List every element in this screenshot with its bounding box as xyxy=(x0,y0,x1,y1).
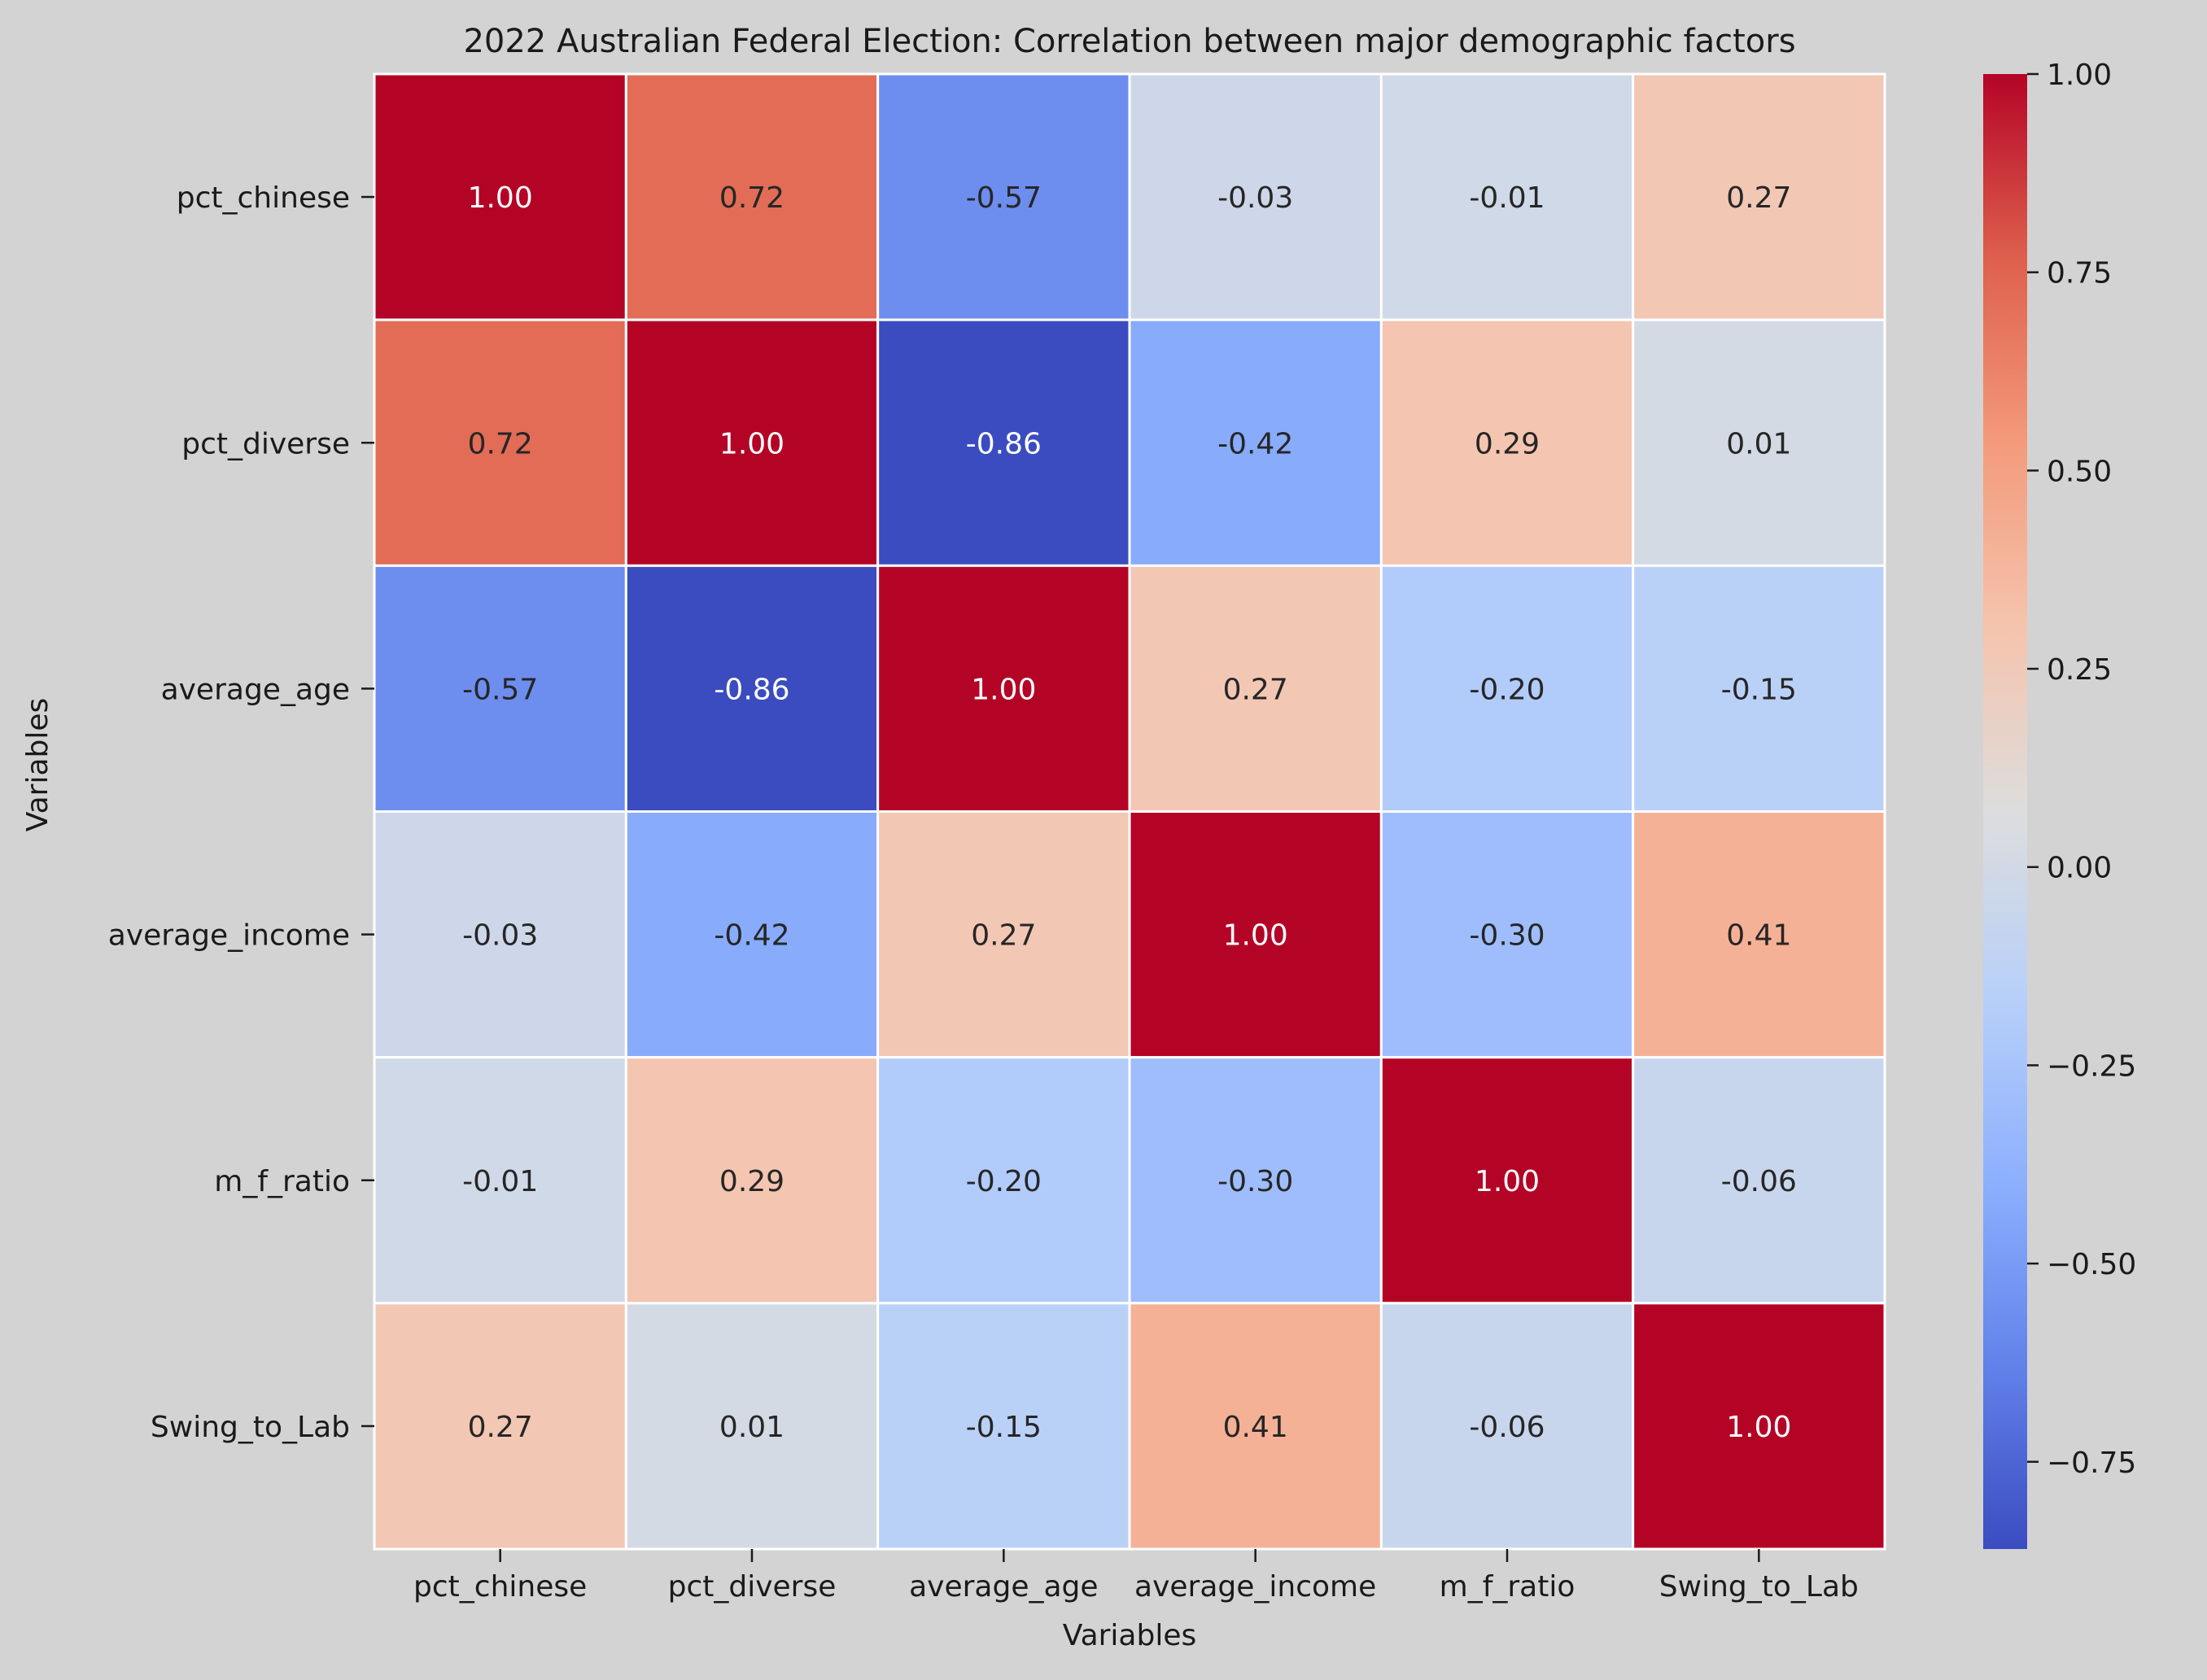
cell-value-label: -0.06 xyxy=(1721,1165,1797,1198)
colorbar-gradient xyxy=(1983,74,2027,1549)
y-tick-label: average_age xyxy=(161,673,350,706)
heatmap-cell xyxy=(373,564,627,813)
y-tick-label: pct_chinese xyxy=(177,181,350,215)
cell-value-label: 1.00 xyxy=(468,181,533,215)
colorbar-tick-label: −0.50 xyxy=(2047,1248,2136,1281)
heatmap-cell xyxy=(624,318,880,567)
x-tick-label: Swing_to_Lab xyxy=(1659,1570,1859,1604)
cell-value-label: 0.27 xyxy=(1726,181,1791,215)
cell-value-label: 0.27 xyxy=(1223,673,1288,706)
cell-value-label: -0.86 xyxy=(714,673,789,706)
cell-value-label: 0.01 xyxy=(719,1411,784,1444)
y-tick-label: pct_diverse xyxy=(181,427,350,460)
heatmap-cell xyxy=(624,564,880,813)
cell-value-label: 1.00 xyxy=(719,427,784,460)
heatmap-cell xyxy=(373,1056,627,1305)
cell-value-label: -0.01 xyxy=(1469,181,1545,215)
colorbar-tick-label: 0.50 xyxy=(2047,455,2112,488)
cell-value-label: 1.00 xyxy=(1475,1165,1540,1198)
heatmap-cell xyxy=(1632,1302,1886,1551)
cell-annotations: 1.00 0.72 -0.57 -0.03 -0.01 0.27 0.72 1.00 -0.86… xyxy=(462,181,1797,1444)
heatmap-cell xyxy=(1632,318,1886,567)
cell-value-label: 0.29 xyxy=(719,1165,784,1198)
x-tick-label: pct_diverse xyxy=(668,1570,837,1604)
x-axis-label: Variables xyxy=(1063,1619,1197,1652)
colorbar-tick-label: 0.00 xyxy=(2047,852,2112,885)
heatmap-cell xyxy=(1128,72,1383,321)
cell-value-label: -0.30 xyxy=(1217,1165,1293,1198)
heatmap-cell xyxy=(1128,1056,1383,1305)
heatmap-cell xyxy=(1128,810,1383,1059)
y-axis: pct_chinese pct_diverse average_ageaverage… xyxy=(108,181,374,1444)
heatmap-cell xyxy=(1128,564,1383,813)
cell-value-label: -0.30 xyxy=(1469,919,1545,953)
heatmap-cell xyxy=(1379,1056,1635,1305)
cell-value-label: 0.41 xyxy=(1223,1411,1288,1444)
colorbar-tick-label: −0.25 xyxy=(2047,1049,2136,1083)
heatmap-cell xyxy=(1632,1056,1886,1305)
cell-value-label: -0.03 xyxy=(462,919,538,953)
heatmap-cell xyxy=(1379,564,1635,813)
heatmap-cell xyxy=(373,1302,627,1551)
cell-value-label: 0.72 xyxy=(719,181,784,215)
heatmap-cell xyxy=(876,810,1131,1059)
heatmap-cell xyxy=(1379,1302,1635,1551)
heatmap-cell xyxy=(624,72,880,321)
cell-value-label: 0.27 xyxy=(971,919,1036,953)
x-tick-label: average_income xyxy=(1134,1570,1376,1604)
cell-value-label: -0.86 xyxy=(966,427,1042,460)
heatmap-cell xyxy=(1632,564,1886,813)
colorbar-tick-label: −0.75 xyxy=(2047,1447,2136,1480)
x-axis: pct_chinese pct_diverse average_age average… xyxy=(413,1549,1859,1604)
heatmap-cell xyxy=(624,810,880,1059)
heatmap-cell xyxy=(1379,72,1635,321)
cell-value-label: 0.41 xyxy=(1726,919,1791,953)
y-tick-label: Swing_to_Lab xyxy=(151,1411,350,1444)
cell-value-label: 1.00 xyxy=(1223,919,1288,953)
chart-title: 2022 Australian Federal Election: Correl… xyxy=(463,23,1795,60)
cell-value-label: -0.15 xyxy=(966,1411,1042,1444)
cell-value-label: -0.57 xyxy=(462,673,538,706)
y-tick-label: m_f_ratio xyxy=(214,1165,350,1198)
heatmap-cell xyxy=(876,564,1131,813)
cell-value-label: 0.01 xyxy=(1726,427,1791,460)
cell-value-label: -0.03 xyxy=(1217,181,1293,215)
heatmap-cell xyxy=(373,810,627,1059)
heatmap-cells xyxy=(373,72,1886,1551)
heatmap-cell xyxy=(876,72,1131,321)
colorbar-ticks: 1.00 0.75 0.50 0.25 0.00 −0.25 −0.50 −0.75 xyxy=(2027,59,2136,1480)
heatmap-cell xyxy=(1379,810,1635,1059)
cell-value-label: -0.42 xyxy=(1217,427,1293,460)
colorbar: 1.00 0.75 0.50 0.25 0.00 −0.25 −0.50 −0.75 xyxy=(1983,59,2136,1549)
heatmap-cell xyxy=(1128,318,1383,567)
heatmap-cell xyxy=(1632,72,1886,321)
cell-value-label: -0.42 xyxy=(714,919,789,953)
y-tick-label: average_income xyxy=(108,919,350,953)
cell-value-label: -0.01 xyxy=(462,1165,538,1198)
heatmap-cell xyxy=(876,1056,1131,1305)
cell-value-label: 0.29 xyxy=(1475,427,1540,460)
cell-value-label: 0.27 xyxy=(468,1411,533,1444)
cell-value-label: -0.57 xyxy=(966,181,1042,215)
colorbar-tick-label: 1.00 xyxy=(2047,59,2112,92)
x-tick-label: m_f_ratio xyxy=(1440,1570,1575,1604)
cell-value-label: 1.00 xyxy=(1726,1411,1791,1444)
cell-value-label: -0.06 xyxy=(1469,1411,1545,1444)
x-tick-label: pct_chinese xyxy=(413,1570,587,1604)
colorbar-tick-label: 0.25 xyxy=(2047,653,2112,687)
heatmap-cell xyxy=(373,72,627,321)
y-axis-label: Variables xyxy=(21,698,55,832)
cell-value-label: -0.20 xyxy=(966,1165,1042,1198)
colorbar-tick-label: 0.75 xyxy=(2047,257,2112,290)
cell-value-label: 0.72 xyxy=(468,427,533,460)
cell-value-label: 1.00 xyxy=(971,673,1036,706)
heatmap-cell xyxy=(1632,810,1886,1059)
cell-value-label: -0.15 xyxy=(1721,673,1797,706)
cell-value-label: -0.20 xyxy=(1469,673,1545,706)
x-tick-label: average_age xyxy=(909,1570,1098,1604)
